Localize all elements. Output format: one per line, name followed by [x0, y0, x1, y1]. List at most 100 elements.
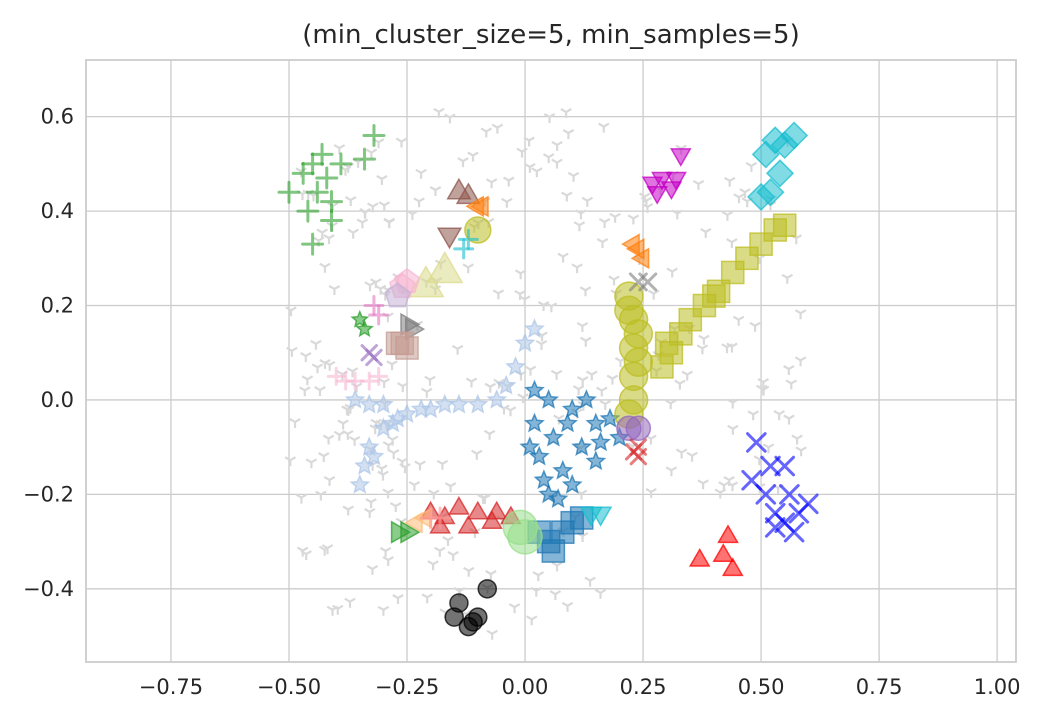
x-tick-label: 0.75 [856, 675, 903, 699]
noise-point [346, 367, 359, 378]
grid [86, 60, 1016, 662]
noise-point [382, 441, 395, 452]
cluster-series [628, 272, 658, 292]
noise-point [503, 176, 515, 187]
cluster-point [721, 557, 744, 577]
noise-point [314, 386, 326, 397]
noise-point [480, 127, 493, 138]
cluster-series [650, 213, 797, 379]
cluster-point [329, 152, 353, 176]
noise-point [364, 281, 376, 292]
noise-point [333, 144, 346, 155]
cluster-point [296, 199, 320, 223]
cluster-point [614, 295, 644, 325]
cluster-point [542, 426, 564, 447]
cluster-point [363, 445, 385, 466]
cluster-series [444, 579, 498, 637]
cluster-point [384, 282, 411, 308]
cluster-point [353, 147, 377, 171]
noise-point [530, 586, 543, 597]
noise-point [674, 379, 686, 390]
noise-point [700, 227, 712, 238]
cluster-point [291, 161, 315, 185]
cluster-point [467, 393, 489, 414]
noise-point [791, 434, 803, 445]
cluster-point [373, 393, 394, 414]
noise-point [525, 615, 538, 626]
cluster-point [277, 180, 301, 204]
noise-point [627, 214, 640, 225]
cluster-series [624, 438, 648, 466]
cluster-series [741, 432, 819, 543]
cluster-point [772, 213, 797, 238]
noise-point [727, 424, 739, 435]
noise-point [383, 218, 396, 229]
cluster-point [319, 190, 343, 214]
noise-point [485, 570, 497, 581]
noise-point [721, 210, 734, 221]
noise-point [413, 197, 425, 208]
noise-point [421, 387, 433, 398]
noise-point [377, 470, 389, 481]
cluster-point [779, 484, 800, 505]
cluster-point [561, 398, 583, 419]
noise-point [323, 475, 336, 486]
noise-point [524, 162, 536, 173]
cluster-point [457, 514, 480, 534]
noise-point [549, 590, 562, 601]
noise-point [647, 289, 660, 300]
noise-point [397, 382, 409, 393]
noise-point [285, 306, 297, 317]
cluster-point [382, 412, 404, 433]
noise-point [594, 588, 607, 599]
noise-point [557, 252, 569, 263]
noise-point [323, 234, 335, 245]
cluster-point [702, 284, 726, 308]
cluster-series [641, 148, 692, 205]
noise-point [508, 603, 521, 614]
noise-point [428, 489, 440, 500]
cluster-series [502, 509, 543, 555]
noise-point [567, 171, 580, 182]
noise-point [300, 550, 312, 561]
x-tick-label: 0.00 [502, 675, 549, 699]
noise-point [486, 629, 498, 640]
noise-point [359, 208, 371, 219]
cluster-series [363, 295, 390, 326]
cluster-point [428, 506, 452, 530]
cluster-point [344, 389, 366, 409]
noise-point [457, 157, 469, 168]
noise-point [697, 479, 709, 490]
cluster-point [495, 374, 517, 395]
noise-point [477, 493, 489, 504]
noise-point [492, 289, 505, 300]
noise-point [483, 429, 496, 440]
cluster-series [621, 233, 650, 270]
noise-point [295, 493, 308, 504]
cluster-point [326, 366, 346, 386]
noise-point [356, 218, 369, 229]
noise-point [698, 334, 710, 345]
noise-point [608, 275, 620, 286]
cluster-point [505, 355, 527, 376]
cluster-series [390, 520, 421, 544]
cluster-series [614, 281, 654, 429]
noise-point [783, 365, 795, 376]
y-tick-label: 0.0 [41, 388, 74, 412]
y-tick-label: −0.4 [23, 577, 74, 601]
noise-point [429, 186, 442, 197]
noise-point [762, 443, 775, 454]
cluster-point [774, 455, 795, 477]
noise-point [579, 286, 592, 297]
noise-point [584, 576, 596, 587]
noise-point [641, 202, 654, 213]
cluster-point [368, 304, 390, 326]
noise-point [323, 360, 336, 371]
cluster-series [446, 177, 481, 205]
cluster-point [420, 398, 442, 419]
cluster-point [557, 412, 578, 433]
cluster-series [688, 524, 744, 577]
noise-point [485, 178, 498, 189]
noise-point [645, 487, 657, 498]
noise-point [451, 344, 464, 355]
